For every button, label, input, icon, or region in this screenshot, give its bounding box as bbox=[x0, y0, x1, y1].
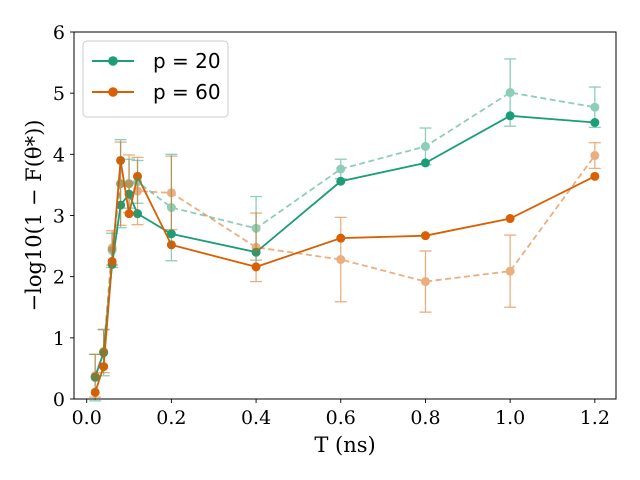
y-tick-label: 5 bbox=[53, 83, 65, 105]
x-tick-label: 0.2 bbox=[156, 407, 186, 429]
x-tick-label: 0.4 bbox=[241, 407, 271, 429]
x-axis-title: T (ns) bbox=[314, 433, 375, 457]
legend-item: p = 20 bbox=[92, 49, 221, 73]
data-point bbox=[107, 243, 117, 253]
data-point bbox=[505, 214, 515, 224]
data-point bbox=[90, 371, 100, 381]
data-point bbox=[99, 346, 109, 356]
data-point bbox=[420, 231, 430, 241]
y-axis-title: −log10(1 − F(θ*)) bbox=[22, 120, 46, 312]
legend-label: p = 60 bbox=[153, 80, 221, 104]
data-point bbox=[336, 164, 346, 174]
data-point bbox=[124, 179, 134, 189]
legend-item: p = 60 bbox=[92, 80, 221, 104]
series-1 bbox=[90, 155, 600, 397]
y-tick-label: 6 bbox=[53, 22, 65, 44]
data-point bbox=[505, 266, 515, 276]
tick-layer: 0.0 0.2 0.4 0.6 0.8 1.0 1.2 0 1 2 3 4 5 6 bbox=[53, 22, 610, 429]
series-3 bbox=[89, 141, 601, 398]
data-point bbox=[116, 179, 126, 189]
data-point bbox=[420, 141, 430, 151]
series-line-1 bbox=[94, 160, 596, 393]
data-point bbox=[336, 255, 346, 265]
data-point bbox=[124, 209, 134, 219]
x-tick-label: 0.0 bbox=[72, 407, 102, 429]
y-tick-label: 0 bbox=[53, 389, 65, 411]
data-point bbox=[590, 171, 600, 181]
legend-label: p = 20 bbox=[153, 49, 221, 73]
data-point bbox=[420, 277, 430, 287]
x-tick-label: 0.6 bbox=[326, 407, 356, 429]
series-layer bbox=[89, 58, 601, 402]
y-tick-label: 3 bbox=[53, 206, 65, 228]
x-tick-label: 1.0 bbox=[495, 407, 525, 429]
y-tick-label: 2 bbox=[53, 267, 65, 289]
data-point bbox=[166, 188, 176, 198]
legend: p = 20 p = 60 bbox=[82, 40, 229, 118]
x-tick-label: 1.2 bbox=[580, 407, 610, 429]
series-line-3 bbox=[94, 155, 596, 377]
legend-marker bbox=[108, 56, 118, 66]
y-tick-label: 1 bbox=[53, 328, 65, 350]
x-tick-label: 0.8 bbox=[410, 407, 440, 429]
data-point bbox=[251, 242, 261, 252]
data-point bbox=[133, 186, 143, 196]
y-tick-label: 4 bbox=[53, 144, 65, 166]
data-point bbox=[590, 102, 600, 112]
legend-marker bbox=[108, 87, 118, 97]
axis-title-layer: T (ns) −log10(1 − F(θ*)) bbox=[22, 120, 376, 457]
data-point bbox=[590, 151, 600, 161]
data-point bbox=[505, 88, 515, 98]
